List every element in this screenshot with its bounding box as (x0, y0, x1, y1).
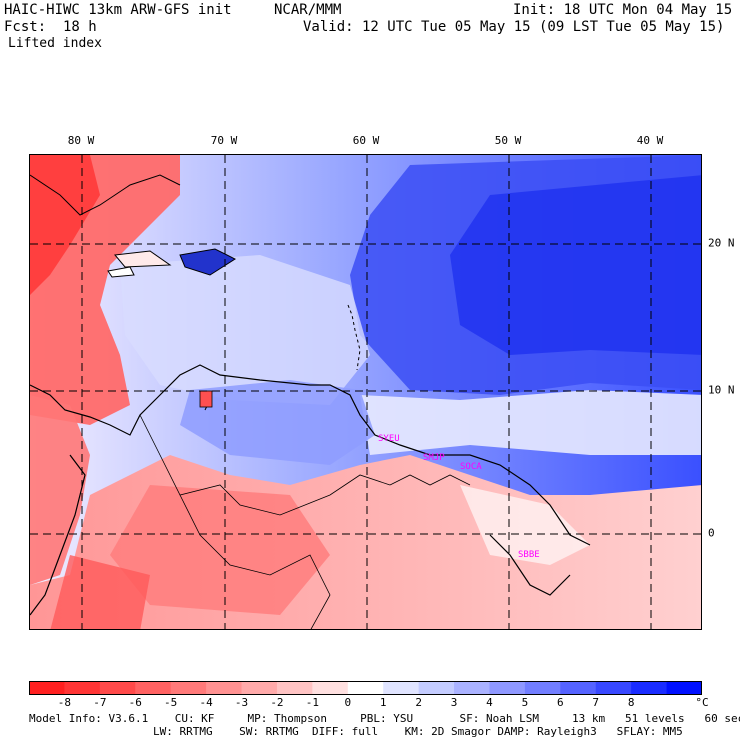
station-sbbe: SBBE (518, 550, 540, 560)
amazon-delta-coast (489, 534, 571, 596)
jamaica-island (107, 266, 135, 278)
colorbar-swatch (347, 681, 384, 695)
colorbar-swatch (29, 681, 65, 695)
lake-maracaibo (199, 390, 213, 408)
national-border-1 (139, 414, 391, 516)
lon-label-80w: 80 W (67, 134, 95, 147)
forecast-hour: Fcst: 18 h (4, 19, 97, 35)
colorbar-tick: 2 (415, 696, 422, 709)
colorbar-swatch (489, 681, 526, 695)
valid-time: Valid: 12 UTC Tue 05 May 15 (09 LST Tue … (303, 19, 725, 35)
national-border-3 (179, 494, 331, 629)
lon-label-70w: 70 W (210, 134, 238, 147)
cuba-island (114, 250, 172, 268)
model-info-line-1: Model Info: V3.6.1 CU: KF MP: Thompson P… (29, 712, 740, 725)
max-stable-core (450, 175, 701, 355)
lifted-index-map: SYEU SMJP SOCA SBBE (29, 154, 702, 630)
colorbar-tick: -2 (270, 696, 284, 709)
colorbar-tick: 8 (627, 696, 635, 709)
station-soca: SOCA (460, 462, 482, 472)
colorbar-tick: 3 (450, 696, 458, 709)
colorbar-swatch (383, 681, 420, 695)
hispaniola-island (179, 248, 237, 276)
colorbar-swatch (64, 681, 101, 695)
amazon-unstable-core (110, 485, 330, 615)
transition-band (360, 390, 701, 455)
colorbar-swatch (170, 681, 207, 695)
lon-label-40w: 40 W (636, 134, 664, 147)
colorbar-tick: -4 (199, 696, 213, 709)
init-time: Init: 18 UTC Mon 04 May 15 (513, 2, 733, 18)
organization-label: NCAR/MMM (274, 2, 342, 18)
colorbar-swatch (560, 681, 597, 695)
colorbar-tick: 5 (521, 696, 529, 709)
colorbar-tick: -7 (93, 696, 107, 709)
graticule (30, 155, 701, 629)
colorbar-swatch (99, 681, 136, 695)
colorbar-unit: °C (695, 696, 709, 709)
station-syeu: SYEU (378, 434, 400, 444)
colorbar-tick: -1 (305, 696, 319, 709)
colorbar-swatch (418, 681, 455, 695)
lon-label-60w: 60 W (352, 134, 380, 147)
colorbar-swatch (454, 681, 490, 695)
colorbar-swatch (276, 681, 313, 695)
lon-label-50w: 50 W (494, 134, 522, 147)
colorbar-tick: 6 (557, 696, 564, 709)
colorbar-border (29, 681, 702, 695)
guiana-neutral-region (460, 485, 590, 565)
lesser-antilles (347, 304, 361, 371)
colorbar-swatch (241, 681, 278, 695)
colorbar-swatch (631, 681, 668, 695)
national-border-2 (389, 474, 471, 486)
lat-label-equator: 0 (708, 526, 715, 540)
lat-label-10n: 10 N (708, 383, 735, 397)
colorbar-swatch (595, 681, 632, 695)
colorbar-tick: 1 (379, 696, 387, 709)
station-smjp: SMJP (423, 453, 445, 463)
colorbar-tick: 0 (344, 696, 352, 709)
lifted-index-colorbar (29, 681, 702, 695)
colorbar-tick: -5 (164, 696, 178, 709)
caribbean-region (120, 255, 370, 405)
field-name: Lifted index (8, 36, 102, 51)
colorbar-tick: -8 (57, 696, 72, 709)
lat-label-20n: 20 N (708, 236, 735, 250)
colorbar-swatch (666, 681, 702, 695)
venezuela-coast-blue (180, 380, 375, 465)
south-america-north-coast (30, 364, 591, 546)
colorbar-swatch (135, 681, 172, 695)
model-title: HAIC-HIWC 13km ARW-GFS init (4, 2, 232, 18)
strong-unstable-core (30, 155, 100, 295)
map-canvas: SYEU SMJP SOCA SBBE (30, 155, 701, 629)
colorbar-swatch (312, 681, 349, 695)
florida-bahamas-coast (30, 174, 181, 216)
pacific-unstable-region (30, 395, 90, 585)
colorbar-swatch (524, 681, 561, 695)
model-info-line-2: LW: RRTMG SW: RRTMG DIFF: full KM: 2D Sm… (153, 725, 683, 738)
colorbar-tick: 7 (592, 696, 600, 709)
colorbar-tick: -3 (234, 696, 249, 709)
colorbar-tick: -6 (128, 696, 142, 709)
colorbar-swatch (206, 681, 243, 695)
peru-unstable-region (50, 555, 150, 629)
colorbar-tick: 4 (486, 696, 493, 709)
